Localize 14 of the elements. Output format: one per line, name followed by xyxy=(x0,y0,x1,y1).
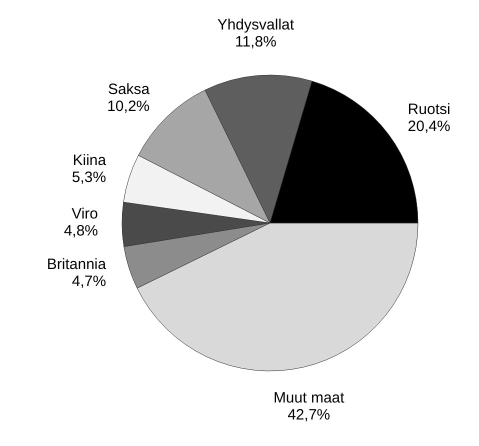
data-label: 11,8% xyxy=(234,34,276,51)
data-label: 42,7% xyxy=(288,406,330,424)
data-label: 10,2% xyxy=(107,98,150,116)
data-label: 5,3% xyxy=(72,168,106,186)
slice-label: Kiina xyxy=(72,152,107,169)
slice-label: Yhdysvallat xyxy=(217,16,295,34)
slice-label: Saksa xyxy=(108,81,150,98)
data-label: 4,7% xyxy=(72,273,106,290)
data-label: 20,4% xyxy=(408,118,450,136)
slice-label: Muut maat xyxy=(273,390,346,407)
slice-label: Britannia xyxy=(46,256,107,274)
slice-label: Viro xyxy=(72,206,98,223)
slice-label: Ruotsi xyxy=(408,101,450,118)
data-label: 4,8% xyxy=(64,222,98,240)
